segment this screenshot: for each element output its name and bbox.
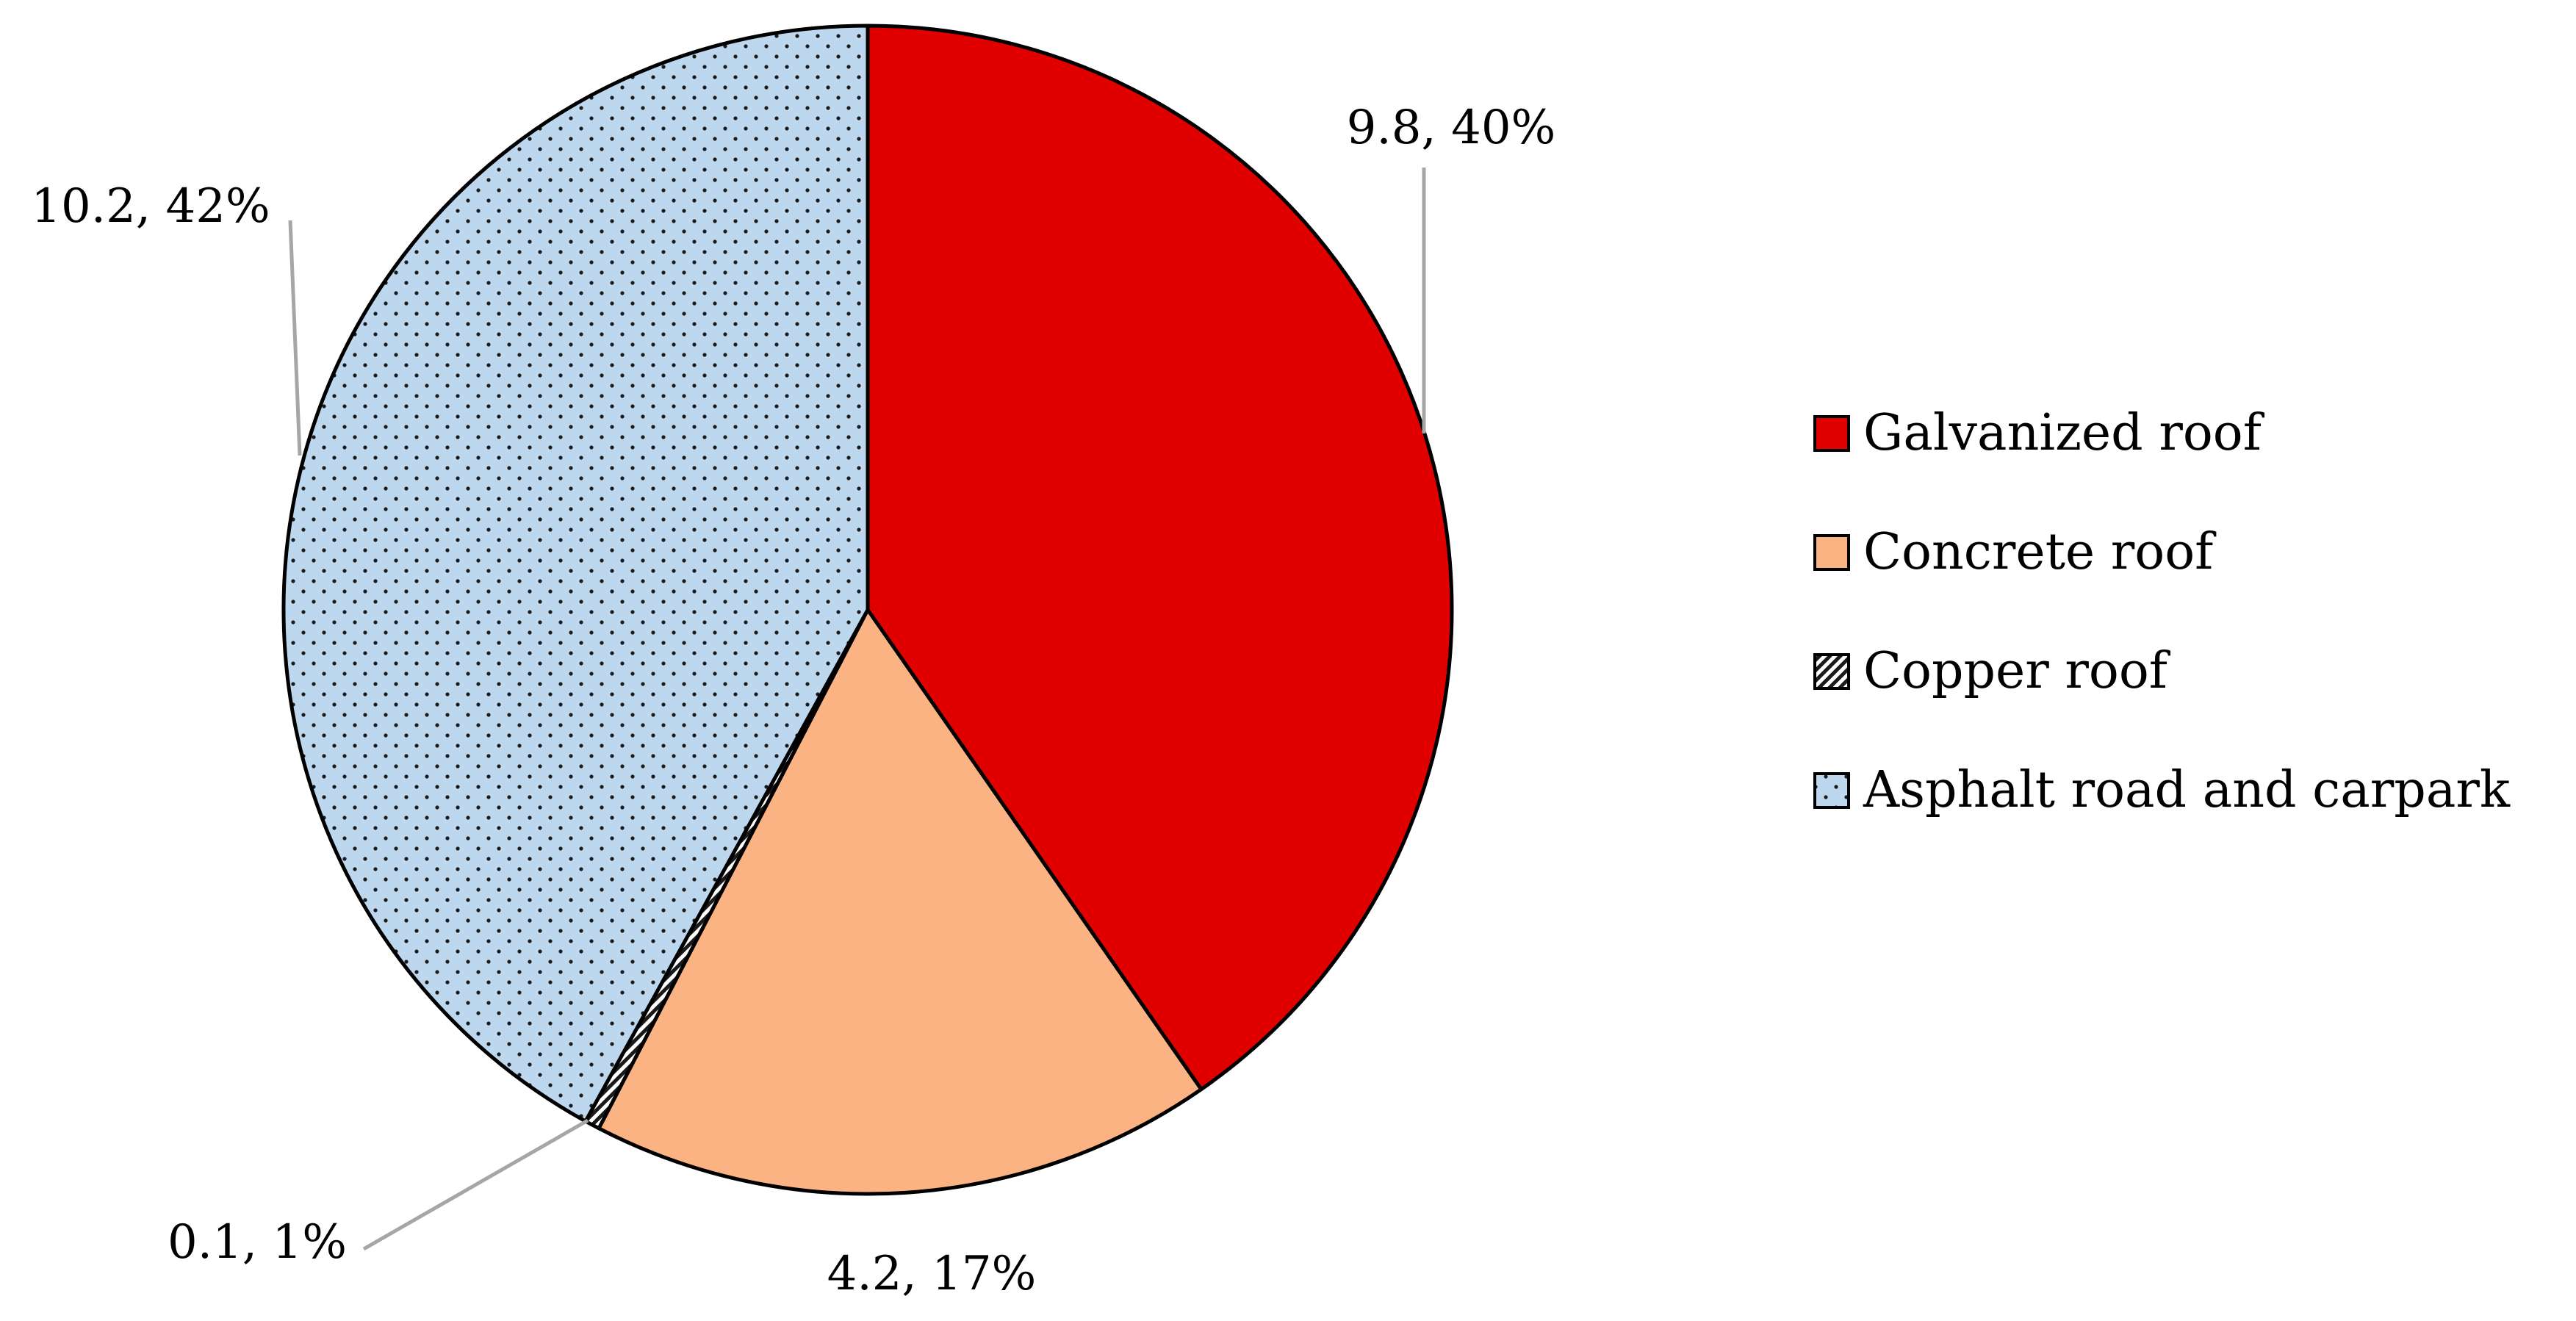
data-label-copper-roof: 0.1, 1% bbox=[168, 1215, 347, 1270]
leader-line-asphalt-road-and-carpark bbox=[288, 220, 302, 456]
legend-label-concrete-roof: Concrete roof bbox=[1863, 523, 2217, 581]
legend-label-galvanized-roof: Galvanized roof bbox=[1863, 404, 2265, 462]
legend-label-asphalt-road-and-carpark: Asphalt road and carpark bbox=[1863, 761, 2511, 819]
leader-line-copper-roof bbox=[362, 1118, 589, 1251]
data-label-galvanized-roof: 9.8, 40% bbox=[1347, 101, 1556, 155]
legend-swatch-asphalt-road-and-carpark bbox=[1813, 772, 1850, 809]
data-label-asphalt-road-and-carpark: 10.2, 42% bbox=[31, 179, 270, 234]
legend-swatch-concrete-roof bbox=[1813, 534, 1850, 571]
legend-item-concrete-roof: Concrete roof bbox=[1813, 523, 2217, 581]
slice-galvanized-roof bbox=[866, 24, 1454, 1092]
legend-swatch-copper-roof bbox=[1813, 653, 1850, 690]
legend-swatch-galvanized-roof bbox=[1813, 415, 1850, 452]
legend: Galvanized roof Concrete roof Copper roof A… bbox=[1813, 404, 2511, 819]
leader-lines bbox=[288, 168, 1426, 1251]
data-label-concrete-roof: 4.2, 17% bbox=[827, 1247, 1037, 1301]
pie-slices bbox=[281, 24, 1454, 1196]
slice-asphalt-road-and-carpark bbox=[281, 24, 870, 1123]
legend-label-copper-roof: Copper roof bbox=[1863, 642, 2171, 700]
data-labels: 9.8, 40% 4.2, 17% 0.1, 1% 10.2, 42% bbox=[31, 101, 1555, 1301]
legend-item-galvanized-roof: Galvanized roof bbox=[1813, 404, 2265, 462]
slice-concrete-roof bbox=[597, 608, 1204, 1196]
legend-item-copper-roof: Copper roof bbox=[1813, 642, 2171, 700]
legend-item-asphalt-road-and-carpark: Asphalt road and carpark bbox=[1813, 761, 2511, 819]
